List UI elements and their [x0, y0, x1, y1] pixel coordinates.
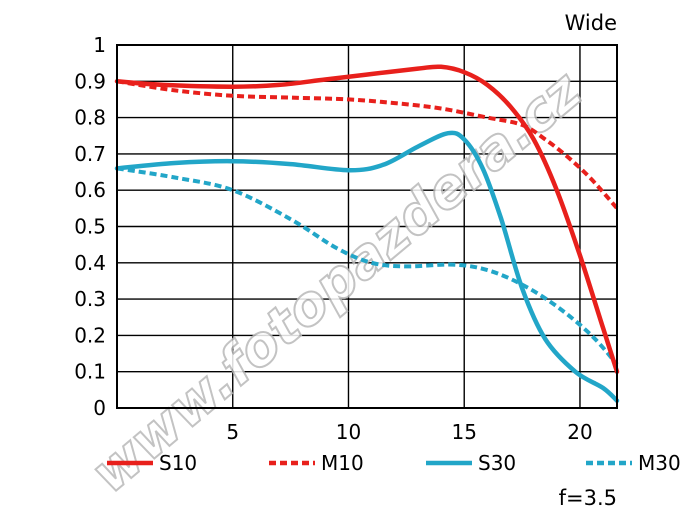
- y-tick-label: 0.2: [74, 323, 106, 347]
- x-tick-label: 15: [451, 420, 476, 444]
- y-tick-label: 0: [93, 396, 106, 420]
- series-line-m30: [116, 166, 619, 366]
- series-line-s30: [114, 130, 620, 403]
- series-line-s10: [114, 64, 620, 374]
- legend-item-s30: S30: [426, 451, 516, 475]
- chart-title: Wide: [565, 11, 617, 35]
- legend-label: M10: [321, 451, 364, 475]
- y-tick-label: 0.6: [74, 178, 106, 202]
- aperture-label: f=3.5: [559, 486, 617, 510]
- y-tick-label: 0.8: [74, 106, 106, 130]
- plot-frame: [116, 44, 618, 409]
- y-tick-label: 0.5: [74, 215, 106, 239]
- legend: S10 M10 S30 M30: [107, 451, 681, 475]
- legend-label: S10: [159, 451, 197, 475]
- legend-item-m30: M30: [586, 451, 681, 475]
- series-layer: [114, 64, 620, 403]
- x-tick-label: 10: [336, 420, 361, 444]
- legend-label: M30: [638, 451, 681, 475]
- x-tick-label: 5: [226, 420, 239, 444]
- y-tick-label: 0.9: [74, 69, 106, 93]
- legend-item-s10: S10: [107, 451, 197, 475]
- y-tick-label: 0.7: [74, 142, 106, 166]
- y-tick-label: 1: [93, 33, 106, 57]
- y-tick-label: 0.4: [74, 251, 106, 275]
- y-axis-ticks: 0 0.1 0.2 0.3 0.4 0.5 0.6 0.7 0.8 0.9 1: [74, 33, 106, 420]
- legend-item-m10: M10: [269, 451, 364, 475]
- series-line-m10: [116, 79, 619, 210]
- y-tick-label: 0.1: [74, 360, 106, 384]
- y-tick-label: 0.3: [74, 287, 106, 311]
- x-axis-ticks: 5 10 15 20: [226, 420, 592, 444]
- x-tick-label: 20: [567, 420, 592, 444]
- legend-label: S30: [478, 451, 516, 475]
